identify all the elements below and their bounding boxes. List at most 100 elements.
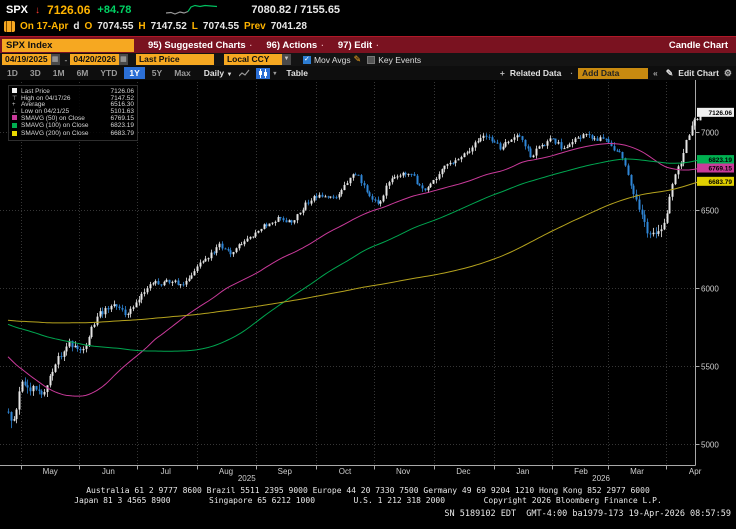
- period-tab-ytd[interactable]: YTD: [100, 68, 118, 78]
- session-freq-label: d: [73, 21, 80, 32]
- period-tab-1m[interactable]: 1M: [52, 68, 65, 78]
- intraday-sparkline: [166, 4, 218, 15]
- legend-marker-icon: +: [12, 102, 16, 109]
- menu-item-suggested-charts[interactable]: 95) Suggested Charts ·: [148, 39, 253, 51]
- period-tab-3d[interactable]: 3D: [29, 68, 41, 78]
- period-tab-1y[interactable]: 1Y: [124, 67, 145, 79]
- edit-pencil-icon[interactable]: ✎: [665, 67, 674, 78]
- high-label: H: [138, 21, 146, 32]
- footer-contacts-line2: Japan 81 3 4565 8900 Singapore 65 6212 1…: [74, 496, 662, 505]
- menu-item-dot: ·: [249, 40, 253, 50]
- chart-type-title: Candle Chart: [668, 39, 728, 51]
- key-events-label: Key Events: [378, 54, 422, 65]
- session-date-label: On 17-Apr: [20, 21, 69, 32]
- quote-header: SPX ↓ 7126.06 +84.78 7080.82 / 7155.65 O…: [0, 0, 736, 36]
- sparkline-green-segment: [187, 4, 218, 12]
- last-price-value: 7126.06: [47, 3, 91, 17]
- prev-value: 7041.28: [270, 21, 307, 32]
- table-button[interactable]: Table: [286, 68, 308, 78]
- mov-avgs-label: Mov Avgs: [313, 54, 351, 65]
- chart-toolbar: 04/19/2025 ▦ - 04/20/2026 ▦ Last Price L…: [0, 53, 736, 66]
- legend-marker-icon: [12, 122, 21, 131]
- prev-label: Prev: [244, 21, 266, 32]
- down-arrow-icon: ↓: [35, 4, 41, 16]
- legend-row: + Average 6516.30: [12, 102, 134, 109]
- legend-label: Last Price: [21, 87, 50, 95]
- legend-row: SMAVG (100) on Close 6823.19: [12, 123, 134, 131]
- date-from-input[interactable]: 04/19/2025: [2, 54, 51, 65]
- sparkline-gray-segment: [166, 10, 189, 15]
- chevron-down-icon: ▼: [226, 72, 233, 78]
- date-to-input[interactable]: 04/20/2026: [70, 54, 119, 65]
- legend-label: Low on 04/21/25: [21, 107, 70, 115]
- calendar-icon[interactable]: ▦: [118, 54, 128, 65]
- legend-value: 5101.63: [110, 107, 135, 115]
- menu-item-dot: ·: [376, 40, 379, 50]
- collapse-icon[interactable]: «: [653, 68, 658, 78]
- key-events-checkbox[interactable]: [367, 55, 376, 64]
- period-tabs: 1D 3D 1M 6M YTD 1Y 5Y Max: [0, 67, 196, 79]
- related-data-button[interactable]: Related Data: [509, 68, 562, 78]
- legend-row: SMAVG (50) on Close 6769.15: [12, 115, 134, 123]
- footer-status-line: SN 5189102 EDT GMT-4:00 ba1979-173 19-Ap…: [444, 509, 731, 519]
- legend-label: SMAVG (50) on Close: [21, 114, 85, 122]
- period-tab-6m[interactable]: 6M: [76, 68, 89, 78]
- legend-row: Last Price 7126.06: [12, 88, 134, 96]
- legend-row: SMAVG (200) on Close 6683.79: [12, 130, 135, 139]
- price-field-select[interactable]: Last Price: [135, 54, 214, 65]
- legend-label: Average: [21, 101, 46, 109]
- bid-ask-range: 7080.82 / 7155.65: [251, 4, 341, 16]
- add-data-input[interactable]: Add Data: [578, 67, 649, 79]
- edit-chart-button[interactable]: Edit Chart: [678, 68, 719, 78]
- footer-contacts-line1: Australia 61 2 9777 8600 Brazil 5511 239…: [86, 486, 650, 495]
- period-tab-max[interactable]: Max: [174, 68, 191, 78]
- mov-avgs-checkbox[interactable]: ✓: [302, 55, 311, 64]
- period-tab-1d[interactable]: 1D: [7, 68, 18, 78]
- menu-item-edit[interactable]: 97) Edit ·: [337, 39, 379, 51]
- chart-legend: Last Price 7126.06 ⊤ High on 04/17/26 7147.5…: [8, 85, 138, 142]
- calendar-icon[interactable]: ▦: [50, 54, 60, 65]
- candle-chart-canvas[interactable]: [0, 80, 736, 482]
- legend-value: 7147.52: [110, 94, 135, 102]
- legend-label: SMAVG (100) on Close: [21, 122, 89, 130]
- menu-item-actions[interactable]: 96) Actions ·: [266, 39, 324, 51]
- gear-icon[interactable]: ⚙: [723, 67, 732, 78]
- legend-value: 6516.30: [110, 101, 135, 109]
- price-change: +84.78: [97, 4, 132, 16]
- high-value: 7147.52: [150, 21, 187, 32]
- legend-label: High on 04/17/26: [21, 94, 71, 102]
- period-tabs-row: 1D 3D 1M 6M YTD 1Y 5Y Max Daily ▼ ▾ Table + Rel…: [0, 66, 736, 80]
- legend-marker-icon: [12, 115, 21, 123]
- legend-row: ⊤ High on 04/17/26 7147.52: [12, 94, 135, 103]
- mov-avgs-edit-icon[interactable]: ✎: [353, 54, 362, 64]
- legend-value: 6683.79: [110, 130, 135, 138]
- frequency-select[interactable]: Daily ▼: [203, 68, 233, 78]
- session-chart-icon[interactable]: [4, 21, 15, 32]
- legend-value: 6823.19: [110, 122, 135, 130]
- line-chart-icon[interactable]: [237, 68, 251, 79]
- open-label: O: [84, 21, 93, 32]
- legend-marker-icon: [12, 88, 21, 96]
- plus-icon: +: [499, 68, 505, 78]
- security-field[interactable]: SPX Index: [2, 38, 134, 52]
- legend-value: 6769.15: [110, 114, 135, 122]
- related-data-dot: ·: [570, 68, 574, 78]
- currency-dropdown-icon[interactable]: ▼: [281, 54, 291, 65]
- open-value: 7074.55: [97, 21, 134, 32]
- legend-value: 7126.06: [110, 87, 135, 95]
- date-range-dash: -: [64, 54, 68, 65]
- candle-chart-icon[interactable]: [256, 67, 271, 79]
- legend-row: ⊥ Low on 04/21/25 5101.63: [12, 107, 135, 116]
- menu-items: 95) Suggested Charts · 96) Actions · 97) Edi…: [134, 40, 379, 51]
- period-tab-5y[interactable]: 5Y: [151, 68, 163, 78]
- legend-marker-icon: [12, 130, 21, 139]
- legend-label: SMAVG (200) on Close: [21, 130, 89, 138]
- legend-marker-icon: ⊤: [12, 95, 18, 102]
- legend-marker-icon: ⊥: [12, 108, 18, 115]
- ticker-symbol: SPX: [6, 4, 29, 16]
- terminal-footer: Australia 61 2 9777 8600 Brazil 5511 239…: [0, 482, 736, 529]
- low-label: L: [191, 21, 198, 32]
- chart-type-dropdown-icon[interactable]: ▾: [273, 70, 277, 77]
- currency-select[interactable]: Local CCY: [223, 54, 282, 65]
- command-menu-bar: SPX Index 95) Suggested Charts · 96) Actio…: [0, 36, 736, 53]
